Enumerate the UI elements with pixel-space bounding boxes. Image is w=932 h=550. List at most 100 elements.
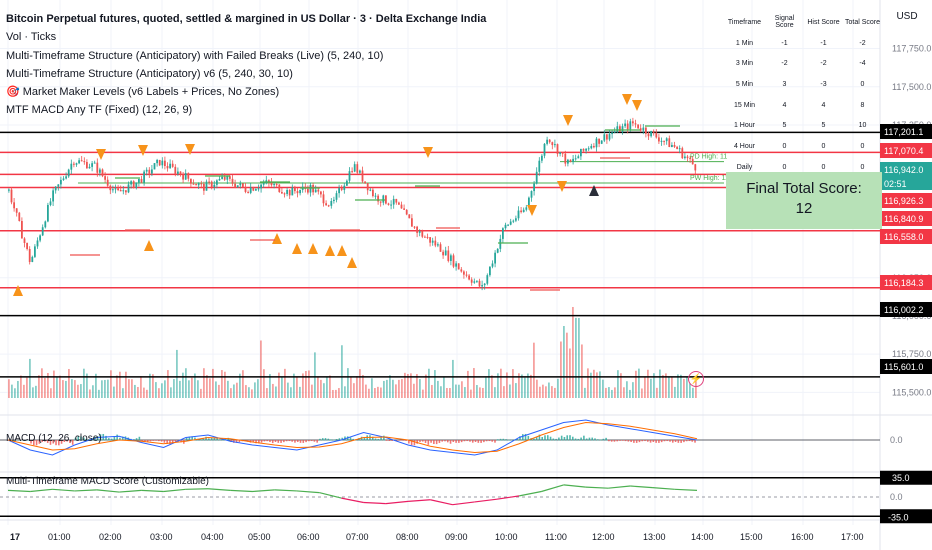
cell: 0 [860, 80, 865, 88]
candle-body [582, 148, 585, 151]
cell: 8 [860, 101, 865, 109]
volume-bar [581, 344, 583, 398]
cell: Daily [736, 163, 753, 171]
volume-bar [272, 383, 274, 398]
candle-body [13, 202, 15, 209]
volume-bar [362, 375, 364, 398]
candle-body [182, 174, 184, 180]
candle-body [533, 183, 535, 192]
candle-body [366, 183, 369, 191]
mtf-score-pane-label[interactable]: Multi-Timeframe MACD Score (Customizable… [6, 476, 209, 487]
volume-bar [662, 375, 664, 398]
bullish-signal-triangle [144, 240, 154, 251]
legend-structure-v6[interactable]: Multi-Timeframe Structure (Anticipatory)… [6, 67, 293, 80]
macd-histogram-bar [252, 440, 255, 443]
candle-body [130, 181, 132, 185]
bearish-signal-triangle [632, 100, 642, 111]
candle-body [145, 169, 148, 172]
macd-histogram-bar [296, 440, 299, 442]
score-row: 1 Hour 5 5 10 [724, 115, 882, 136]
volume-bar [347, 368, 349, 398]
cell: 0 [821, 142, 826, 150]
legend-mtf-macd[interactable]: MTF MACD Any TF (Fixed) (12, 26, 9) [6, 104, 193, 117]
candle-body [309, 185, 312, 193]
cell: 4 Hour [733, 142, 755, 150]
cell: 0 [821, 163, 826, 171]
macd-histogram-bar [430, 440, 432, 443]
volume-bar [464, 387, 466, 398]
candle-body [606, 134, 608, 140]
macd-histogram-bar [524, 433, 527, 441]
volume-bar [305, 370, 307, 398]
candle-body [507, 224, 509, 226]
candle-body [249, 187, 252, 193]
candle-body [8, 189, 10, 191]
volume-bar [194, 373, 196, 398]
candle-body [106, 179, 109, 186]
macd-pane-label[interactable]: MACD (12, 26, close) [6, 433, 102, 444]
macd-histogram-bar [496, 439, 499, 441]
candle-body [47, 204, 49, 222]
time-tick-label: 15:00 [740, 532, 763, 542]
symbol-title[interactable]: Bitcoin Perpetual futures, quoted, settl… [6, 13, 487, 25]
candle-body [632, 121, 634, 124]
legend-market-maker[interactable]: 🎯 Market Maker Levels (v6 Labels + Price… [6, 86, 280, 99]
volume-bar [527, 373, 529, 398]
candle-body [450, 255, 452, 261]
macd-histogram-bar [299, 440, 302, 443]
macd-histogram-bar [83, 437, 85, 441]
macd-histogram-bar [235, 440, 238, 443]
volume-bar [317, 376, 319, 398]
score-line-segment [541, 484, 564, 493]
macd-histogram-bar [138, 436, 141, 441]
candle-body [424, 236, 426, 238]
candle-body [665, 138, 668, 142]
score-line-segment [408, 499, 431, 502]
candle-body [148, 169, 151, 174]
price-label-box [880, 302, 932, 317]
candle-body [203, 183, 205, 191]
volume-bar [398, 379, 400, 398]
legend-vol[interactable]: Vol · Ticks [6, 31, 57, 44]
volume-bar [539, 386, 541, 398]
lightning-icon[interactable]: ⚡ [688, 371, 704, 387]
volume-bar [179, 380, 181, 398]
macd-histogram-bar [691, 440, 694, 442]
macd-histogram-bar [160, 440, 163, 442]
volume-bar [65, 380, 67, 398]
macd-histogram-bar [646, 440, 649, 442]
cell: 5 [821, 122, 826, 130]
macd-histogram-bar [291, 440, 293, 442]
macd-histogram-bar [458, 440, 460, 443]
score-line-segment [608, 485, 631, 489]
volume-bar [206, 375, 208, 398]
macd-histogram-bar [483, 440, 485, 443]
time-tick-label: 06:00 [297, 532, 320, 542]
volume-bar [284, 368, 286, 398]
volume-bar [11, 384, 13, 398]
macd-histogram-bar [605, 437, 607, 441]
macd-histogram-bar [271, 440, 274, 444]
cell: 15 Min [733, 101, 755, 109]
candle-body [226, 176, 229, 180]
legend-structure-live[interactable]: Multi-Timeframe Structure (Anticipatory)… [6, 49, 384, 62]
score-line-segment [207, 488, 231, 491]
bullish-signal-triangle [589, 185, 599, 196]
candle-body [455, 263, 457, 267]
volume-bar [260, 340, 262, 398]
price-label-text: 116,002.2 [884, 305, 923, 315]
candle-body [104, 176, 106, 180]
candle-body [205, 181, 208, 191]
volume-bar [8, 379, 10, 398]
currency-button[interactable]: USD [896, 11, 918, 22]
macd-histogram-bar [219, 439, 221, 441]
candle-body [247, 191, 249, 193]
macd-histogram-bar [680, 440, 682, 443]
volume-bar [215, 381, 217, 398]
macd-histogram-bar [333, 439, 335, 441]
macd-histogram-bar [263, 440, 266, 442]
volume-bar [92, 385, 94, 398]
price-tick-label: 115,750.0 [892, 349, 931, 359]
volume-bar [299, 386, 301, 398]
